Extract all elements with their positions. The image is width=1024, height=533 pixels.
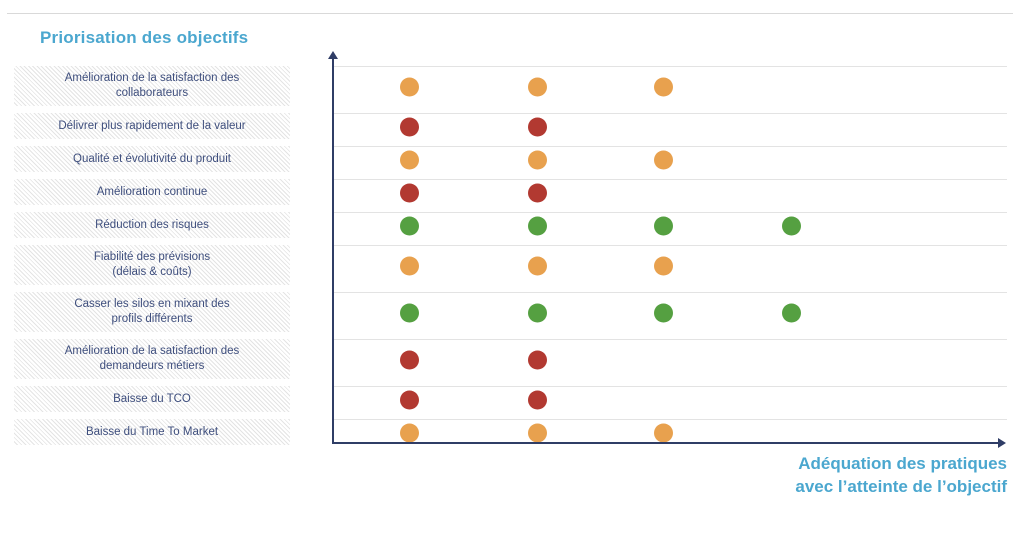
objective-dots-row: [333, 386, 1007, 412]
adequacy-dot: [653, 423, 673, 442]
adequacy-dot: [399, 390, 419, 409]
objective-dots-row: [333, 292, 1007, 332]
adequacy-dot: [781, 216, 801, 235]
objective-dots-row: [333, 66, 1007, 106]
objective-label: Fiabilité des prévisions (délais & coûts): [14, 245, 290, 285]
adequacy-dot: [399, 303, 419, 322]
adequacy-dot: [653, 216, 673, 235]
adequacy-dot: [527, 423, 547, 442]
x-axis-label-line1: Adéquation des pratiques: [798, 454, 1007, 473]
objective-dots-row: [333, 113, 1007, 139]
x-axis-label-line2: avec l’atteinte de l’objectif: [795, 477, 1007, 496]
adequacy-dot: [399, 183, 419, 202]
top-divider: [7, 13, 1013, 14]
adequacy-dot: [399, 117, 419, 136]
adequacy-dot: [527, 390, 547, 409]
adequacy-dot: [653, 77, 673, 96]
adequacy-dot: [527, 216, 547, 235]
objective-dots-row: [333, 212, 1007, 238]
objective-label: Amélioration de la satisfaction des colla…: [14, 66, 290, 106]
adequacy-dot: [653, 150, 673, 169]
objective-label: Amélioration de la satisfaction des deman…: [14, 339, 290, 379]
x-axis: [333, 438, 1006, 448]
x-axis-arrow-icon: [998, 438, 1006, 448]
adequacy-dot: [399, 150, 419, 169]
objective-dots-row: [333, 245, 1007, 285]
objective-label: Amélioration continue: [14, 179, 290, 205]
objective-label: Casser les silos en mixant des profils di…: [14, 292, 290, 332]
adequacy-dot: [399, 350, 419, 369]
objective-dots-row: [333, 419, 1007, 445]
objective-label: Délivrer plus rapidement de la valeur: [14, 113, 290, 139]
objective-label: Réduction des risques: [14, 212, 290, 238]
adequacy-dot: [527, 350, 547, 369]
adequacy-dot: [527, 303, 547, 322]
adequacy-dot: [527, 183, 547, 202]
y-axis-arrow-icon: [328, 51, 338, 59]
adequacy-dot: [653, 303, 673, 322]
page-title: Priorisation des objectifs: [40, 28, 249, 47]
adequacy-dot: [527, 77, 547, 96]
objective-dots-row: [333, 179, 1007, 205]
objective-dots-row: [333, 146, 1007, 172]
objective-label: Baisse du TCO: [14, 386, 290, 412]
y-axis: [328, 51, 338, 444]
objective-dots-row: [333, 339, 1007, 379]
objective-label: Baisse du Time To Market: [14, 419, 290, 445]
adequacy-dot: [399, 77, 419, 96]
adequacy-dot: [399, 423, 419, 442]
adequacy-dot: [653, 256, 673, 275]
adequacy-dot: [781, 303, 801, 322]
adequacy-dot: [399, 216, 419, 235]
adequacy-dot: [527, 256, 547, 275]
adequacy-dot: [527, 150, 547, 169]
adequacy-dot: [399, 256, 419, 275]
x-axis-label: Adéquation des pratiques avec l’atteinte…: [795, 452, 1007, 498]
adequacy-dot: [527, 117, 547, 136]
objective-label: Qualité et évolutivité du produit: [14, 146, 290, 172]
priorities-chart: Amélioration de la satisfaction des colla…: [14, 66, 1007, 445]
